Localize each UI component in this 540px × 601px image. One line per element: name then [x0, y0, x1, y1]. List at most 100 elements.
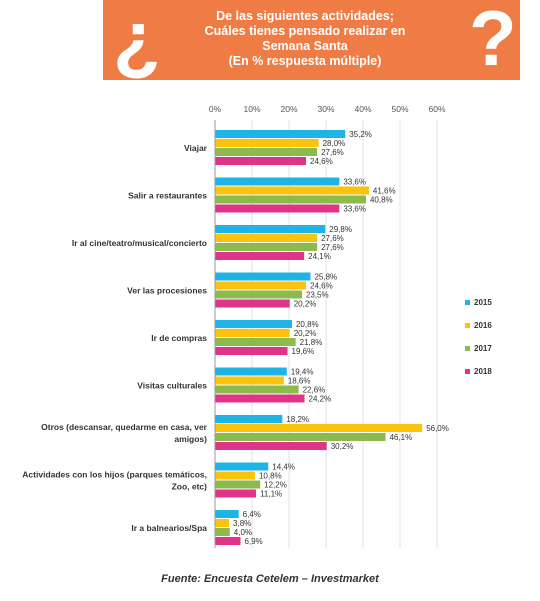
category-label: Viajar: [184, 143, 208, 153]
bar-2015: [215, 225, 326, 233]
data-label: 40,8%: [370, 196, 393, 205]
category-label: Ir a balnearios/Spa: [131, 523, 207, 533]
bar-2018: [215, 442, 327, 450]
data-label: 18,2%: [286, 415, 309, 424]
data-label: 56,0%: [426, 424, 449, 433]
bar-2018: [215, 347, 288, 355]
title-line: De las siguientes actividades;: [216, 9, 394, 23]
legend-label: 2018: [474, 367, 492, 376]
data-label: 23,5%: [306, 291, 329, 300]
data-label: 27,6%: [321, 148, 344, 157]
category-label: Salir a restaurantes: [128, 191, 207, 201]
data-label: 24,6%: [310, 282, 333, 291]
x-tick-label: 20%: [280, 104, 297, 114]
question-mark-icon: ?: [469, 0, 517, 82]
data-label: 19,4%: [291, 368, 314, 377]
data-label: 27,6%: [321, 234, 344, 243]
bar-2015: [215, 320, 292, 328]
data-label: 4,0%: [234, 528, 252, 537]
bar-2016: [215, 519, 230, 527]
bar-2015: [215, 130, 346, 138]
data-label: 14,4%: [272, 463, 295, 472]
data-label: 33,6%: [343, 178, 366, 187]
data-label: 20,2%: [294, 300, 317, 309]
bar-2016: [215, 329, 290, 337]
data-label: 30,2%: [331, 442, 354, 451]
legend-swatch: [465, 346, 470, 351]
data-label: 19,6%: [292, 347, 315, 356]
category-label: Otros (descansar, quedarme en casa, ver: [41, 422, 208, 432]
title-line: Semana Santa: [262, 39, 348, 53]
x-tick-label: 40%: [354, 104, 371, 114]
data-label: 33,6%: [343, 205, 366, 214]
category-label: Visitas culturales: [137, 381, 207, 391]
data-label: 24,6%: [310, 157, 333, 166]
bar-2017: [215, 243, 318, 251]
data-label: 28,0%: [323, 139, 346, 148]
data-label: 20,8%: [296, 320, 319, 329]
legend-label: 2015: [474, 298, 492, 307]
bar-2017: [215, 148, 318, 156]
data-label: 10,8%: [259, 472, 282, 481]
chart-title: De las siguientes actividades; Cuáles ti…: [155, 9, 455, 69]
data-label: 24,1%: [308, 252, 331, 261]
bar-2017: [215, 195, 366, 204]
bar-2016: [215, 281, 307, 290]
title-line: Cuáles tienes pensado realizar en: [204, 24, 406, 38]
data-label: 6,4%: [243, 510, 261, 519]
bar-2017: [215, 385, 299, 394]
data-label: 20,2%: [294, 329, 317, 338]
header-banner: ¿ De las siguientes actividades; Cuáles …: [103, 0, 520, 80]
category-label: Actividades con los hijos (parques temát…: [22, 470, 207, 480]
source-note: Fuente: Encuesta Cetelem – Investmarket: [161, 573, 379, 585]
bar-chart: 0% 10% 20% 30% 40% 50% 60%Viajar35,2%28,0%27,6…: [22, 104, 492, 548]
bar-2017: [215, 433, 386, 441]
bar-2017: [215, 480, 261, 489]
title-line: (En % respuesta múltiple): [228, 54, 382, 68]
data-label: 12,2%: [264, 481, 287, 490]
x-tick-label: 50%: [391, 104, 408, 114]
bar-2018: [215, 394, 305, 403]
bar-2018: [215, 299, 290, 308]
legend-label: 2017: [474, 344, 492, 353]
data-label: 41,6%: [373, 187, 396, 196]
data-label: 35,2%: [349, 130, 372, 139]
category-label: Ver las procesiones: [127, 286, 207, 296]
x-tick-label: 30%: [317, 104, 334, 114]
data-label: 6,9%: [245, 537, 263, 546]
inverted-question-mark-icon: ¿: [113, 0, 161, 82]
x-tick-label: 0%: [209, 104, 222, 114]
bar-2016: [215, 234, 318, 242]
data-label: 3,8%: [233, 519, 251, 528]
bar-2018: [215, 489, 257, 498]
data-label: 29,8%: [329, 225, 352, 234]
bar-2017: [215, 338, 296, 346]
category-label: Ir al cine/teatro/musical/concierto: [72, 238, 207, 248]
data-label: 27,6%: [321, 243, 344, 252]
bar-2015: [215, 462, 269, 471]
bar-2018: [215, 252, 305, 260]
legend-swatch: [465, 300, 470, 305]
x-tick-label: 60%: [428, 104, 445, 114]
bar-2015: [215, 510, 239, 518]
bar-2018: [215, 157, 307, 165]
bar-2015: [215, 177, 340, 186]
data-label: 21,8%: [300, 338, 323, 347]
category-label: amigos): [174, 434, 207, 444]
bar-2017: [215, 290, 302, 299]
category-label: Zoo, etc): [172, 482, 208, 492]
bar-2015: [215, 272, 311, 281]
data-label: 24,2%: [309, 395, 332, 404]
data-label: 22,6%: [303, 386, 326, 395]
data-label: 11,1%: [260, 490, 282, 499]
category-label: Ir de compras: [151, 333, 207, 343]
data-label: 25,8%: [314, 273, 337, 282]
bar-2015: [215, 415, 283, 423]
legend-swatch: [465, 369, 470, 374]
data-label: 18,6%: [288, 377, 311, 386]
bar-2018: [215, 204, 340, 213]
bar-2017: [215, 528, 230, 536]
bar-2015: [215, 367, 287, 376]
bar-2016: [215, 186, 369, 195]
legend-label: 2016: [474, 321, 492, 330]
